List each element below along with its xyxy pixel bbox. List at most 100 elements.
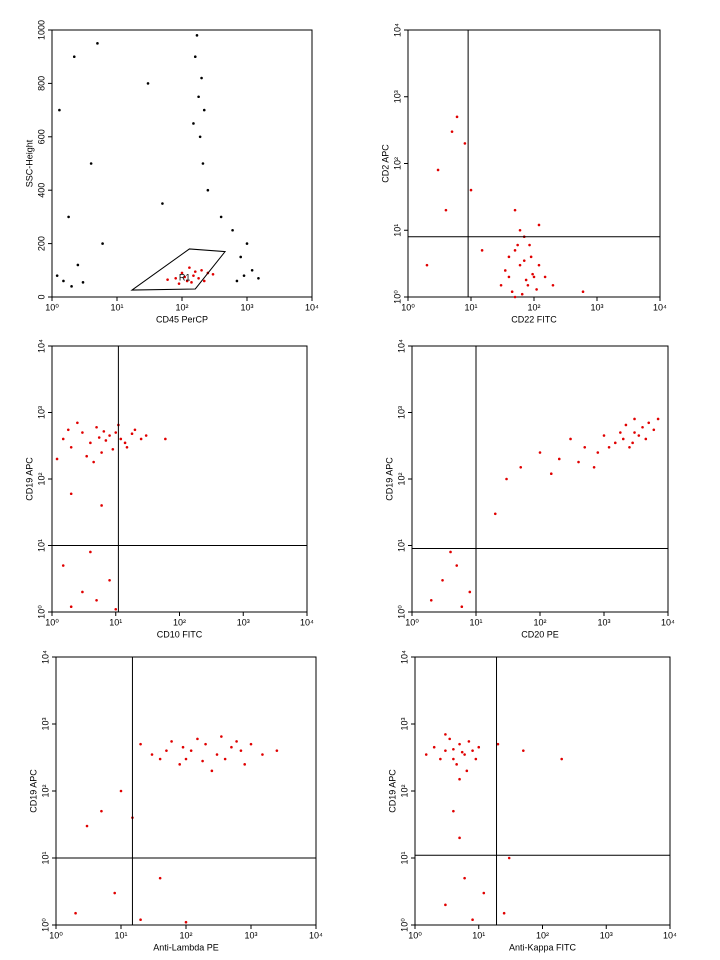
y-tick-label: 200 xyxy=(36,236,46,251)
event-dot xyxy=(444,749,447,752)
event-dot xyxy=(474,757,478,761)
event-dot xyxy=(444,733,447,736)
event-dot xyxy=(516,243,519,247)
event-dot xyxy=(158,876,162,880)
event-dot xyxy=(503,269,507,272)
event-dot xyxy=(507,856,511,860)
event-dot xyxy=(458,836,461,840)
event-dot xyxy=(581,290,585,294)
x-tick-label: 10² xyxy=(175,302,188,312)
event-dot xyxy=(111,447,115,451)
event-dot xyxy=(480,249,484,252)
event-dot xyxy=(647,421,651,425)
event-dot xyxy=(193,55,197,58)
y-tick-label: 10³ xyxy=(36,406,46,419)
event-dot xyxy=(177,282,181,285)
event-dot xyxy=(510,290,514,294)
event-dot xyxy=(482,891,486,895)
event-dot xyxy=(637,434,641,437)
x-tick-label: 10⁰ xyxy=(401,302,415,312)
event-dot xyxy=(220,735,223,738)
event-dot xyxy=(444,903,447,907)
event-dot xyxy=(607,445,611,449)
event-dot xyxy=(656,417,660,421)
event-dot xyxy=(114,607,118,611)
event-dot xyxy=(230,745,233,749)
event-dot xyxy=(144,434,148,437)
x-tick-label: 10¹ xyxy=(109,617,122,627)
event-dot xyxy=(458,777,461,781)
event-dot xyxy=(455,763,458,766)
y-tick-label: 10¹ xyxy=(36,539,46,552)
plot-frame xyxy=(407,29,661,298)
event-dot xyxy=(644,437,648,441)
event-dot xyxy=(92,460,95,464)
y-tick-label: 10² xyxy=(399,784,409,797)
y-tick-label: 10² xyxy=(36,472,46,485)
event-dot xyxy=(463,753,466,756)
event-dot xyxy=(189,749,193,752)
x-tick-label: 10¹ xyxy=(464,302,477,312)
event-dot xyxy=(507,275,511,279)
y-tick-label: 10³ xyxy=(399,717,409,730)
event-dot xyxy=(471,918,474,921)
event-dot xyxy=(531,272,534,276)
event-dot xyxy=(204,742,207,746)
event-dot xyxy=(211,273,215,276)
event-dot xyxy=(210,769,214,773)
event-dot xyxy=(69,492,73,496)
event-dot xyxy=(528,243,531,247)
event-dot xyxy=(577,460,580,464)
y-tick-label: 10⁴ xyxy=(396,339,406,353)
x-tick-label: 10⁰ xyxy=(45,617,59,627)
event-dot xyxy=(66,428,70,432)
event-dot xyxy=(158,757,162,761)
event-dot xyxy=(496,742,500,746)
event-dot xyxy=(519,465,523,469)
event-dot xyxy=(532,275,536,279)
event-dot xyxy=(231,228,234,232)
event-dot xyxy=(113,891,117,895)
event-dot xyxy=(164,437,167,441)
y-axis-label: CD2 APC xyxy=(380,144,390,183)
y-tick-label: 10² xyxy=(396,472,406,485)
event-dot xyxy=(146,82,150,85)
event-dot xyxy=(166,278,169,281)
event-dot xyxy=(197,277,200,280)
event-dot xyxy=(596,451,600,454)
event-dot xyxy=(243,763,247,766)
event-dot xyxy=(133,428,137,432)
event-dot xyxy=(100,809,103,813)
event-dot xyxy=(449,550,452,554)
event-dot xyxy=(463,142,467,145)
event-dot xyxy=(471,749,474,752)
event-dot xyxy=(537,263,541,267)
y-tick-label: 10⁰ xyxy=(40,918,50,932)
event-dot xyxy=(628,445,631,449)
plot-panel: 10⁰ 10¹ 10² 10³ 10⁴ 10⁰ 10¹ 10² 10³ 10⁴ CD10 FITC C… xyxy=(24,339,314,639)
event-dot xyxy=(613,441,617,445)
x-axis-label: Anti-Kappa FITC xyxy=(509,942,577,952)
x-tick-label: 10³ xyxy=(590,302,603,312)
event-dot xyxy=(522,259,526,262)
event-dot xyxy=(239,749,243,752)
event-dot xyxy=(150,753,154,756)
event-dot xyxy=(81,590,84,594)
x-tick-label: 10⁰ xyxy=(45,302,59,312)
event-dot xyxy=(202,108,206,112)
y-tick-label: 10³ xyxy=(40,717,50,730)
y-tick-label: 400 xyxy=(36,183,46,198)
event-dot xyxy=(235,279,239,283)
event-dot xyxy=(619,431,622,434)
event-dot xyxy=(526,283,530,287)
event-dot xyxy=(424,753,428,756)
event-dot xyxy=(549,472,553,476)
event-dot xyxy=(513,208,517,212)
event-dot xyxy=(201,759,204,763)
event-dot xyxy=(450,130,454,133)
event-dot xyxy=(96,42,99,45)
event-dot xyxy=(62,279,65,283)
event-dot xyxy=(520,292,524,296)
event-dot xyxy=(460,605,464,609)
event-dot xyxy=(70,285,73,288)
